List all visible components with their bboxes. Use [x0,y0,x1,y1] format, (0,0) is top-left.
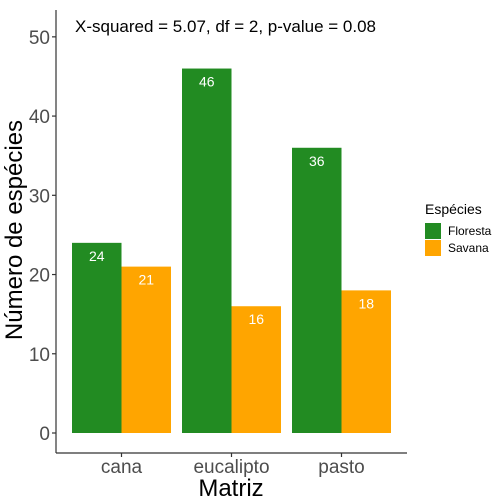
legend: Espécies Floresta Savana [425,201,492,256]
legend-label-floresta: Floresta [448,224,492,238]
bar-label-eucalipto-savana: 16 [248,311,264,327]
test-annotation: X-squared = 5.07, df = 2, p-value = 0.08 [75,17,376,36]
y-tick-label-0: 0 [39,424,50,445]
x-tick-label-eucalipto: eucalipto [193,457,269,478]
bar-eucalipto-savana [231,306,281,433]
bar-label-cana-floresta: 24 [89,248,105,264]
y-ticks-group: 0 10 20 30 40 50 [29,28,56,445]
x-axis-title: Matriz [198,475,263,502]
y-tick-label-20: 20 [29,266,50,287]
y-axis-title: Número de espécies [1,120,28,340]
legend-items: Floresta Savana [425,223,492,256]
bar-pasto-savana [341,290,391,433]
y-tick-label-30: 30 [29,186,50,207]
legend-swatch-floresta [425,223,441,239]
bar-pasto-floresta [292,147,342,433]
legend-title: Espécies [425,201,482,217]
legend-label-savana: Savana [448,241,489,255]
bar-label-pasto-savana: 18 [358,295,374,311]
bar-label-eucalipto-floresta: 46 [199,74,215,90]
x-tick-label-pasto: pasto [318,457,364,478]
bar-label-pasto-floresta: 36 [309,153,325,169]
y-tick-label-10: 10 [29,345,50,366]
x-tick-label-cana: cana [101,457,143,478]
legend-swatch-savana [425,240,441,256]
bars-group [72,68,391,434]
y-tick-label-40: 40 [29,107,50,128]
x-ticks-group: cana eucalipto pasto [101,453,365,478]
bar-labels-group: 24 21 46 16 36 18 [89,74,374,328]
bar-cana-savana [121,266,171,433]
y-tick-label-50: 50 [29,28,50,49]
bar-cana-floresta [72,242,122,433]
bar-eucalipto-floresta [182,68,232,434]
bar-label-cana-savana: 21 [138,272,154,288]
